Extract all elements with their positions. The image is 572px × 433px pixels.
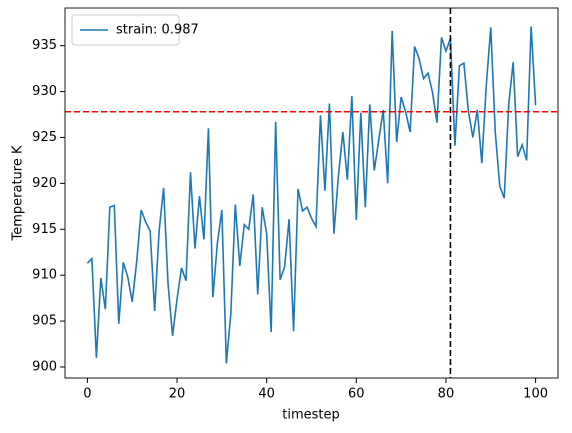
- axes-frame: [64, 7, 559, 379]
- legend-box: [71, 14, 180, 46]
- y-tick-label: 920: [32, 176, 57, 191]
- x-tick-label: 80: [438, 387, 455, 402]
- x-axis-label: timestep: [282, 408, 340, 423]
- x-tick-label: 0: [83, 387, 91, 402]
- data-line: [86, 26, 537, 364]
- y-tick-label: 900: [32, 359, 57, 374]
- y-tick-label: 935: [32, 38, 57, 53]
- y-axis-label: Temperature K: [11, 145, 26, 241]
- x-tick-label: 100: [523, 387, 548, 402]
- x-tick-label: 40: [258, 387, 275, 402]
- y-tick-label: 910: [32, 268, 57, 283]
- y-tick-label: 925: [32, 130, 57, 145]
- y-tick-label: 905: [32, 314, 57, 329]
- y-tick-label: 915: [32, 222, 57, 237]
- legend-label: strain: 0.987: [116, 23, 199, 38]
- x-tick-label: 60: [348, 387, 365, 402]
- y-tick-label: 930: [32, 84, 57, 99]
- x-tick-label: 20: [169, 387, 186, 402]
